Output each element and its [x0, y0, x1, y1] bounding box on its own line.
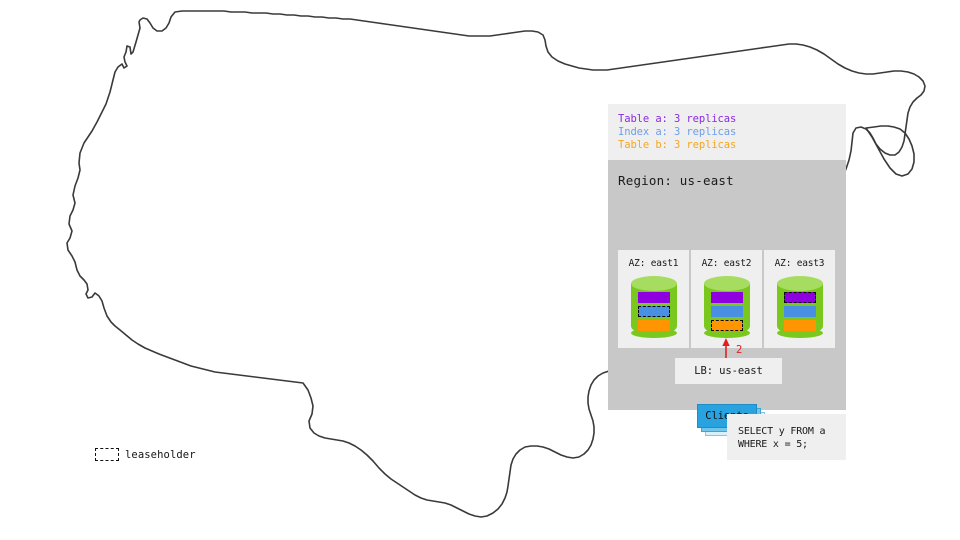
- region-title: Region: us-east: [618, 173, 734, 188]
- az-cell-east3[interactable]: AZ: east3: [764, 250, 835, 348]
- replica-band-index-a: [710, 306, 743, 317]
- replica-band-index-a: [637, 306, 670, 317]
- replica-band-table-b: [783, 320, 816, 331]
- database-cylinder-east3: [776, 276, 823, 338]
- replica-legend: Table a: 3 replicas Index a: 3 replicas …: [608, 104, 846, 160]
- replica-band-table-b: [637, 320, 670, 331]
- database-cylinder-east2: [703, 276, 750, 338]
- leaseholder-legend: leaseholder: [95, 448, 196, 461]
- az-row: AZ: east1 AZ: east2: [618, 250, 835, 348]
- leaseholder-legend-label: leaseholder: [125, 448, 196, 461]
- hop-number-label: 2: [736, 344, 743, 356]
- cylinder-top: [776, 276, 823, 291]
- az-cell-east1[interactable]: AZ: east1: [618, 250, 689, 348]
- load-balancer-label: LB: us-east: [694, 365, 763, 377]
- cylinder-bottom: [776, 328, 823, 338]
- cylinder-bottom: [703, 328, 750, 338]
- sql-query-box: SELECT y FROM a WHERE x = 5;: [727, 414, 846, 460]
- az-label-east3: AZ: east3: [774, 258, 825, 269]
- cylinder-bottom: [630, 328, 677, 338]
- legend-row-table-b: Table b: 3 replicas: [618, 139, 737, 151]
- database-cylinder-east1: [630, 276, 677, 338]
- az-label-east1: AZ: east1: [628, 258, 679, 269]
- cylinder-top: [703, 276, 750, 291]
- cylinder-top: [630, 276, 677, 291]
- legend-row-index-a: Index a: 3 replicas: [618, 126, 737, 138]
- replica-band-table-a: [637, 292, 670, 303]
- replica-band-table-a: [710, 292, 743, 303]
- replica-band-table-a: [783, 292, 816, 303]
- deployment-panel: Table a: 3 replicas Index a: 3 replicas …: [608, 104, 846, 460]
- load-balancer-box[interactable]: LB: us-east: [675, 358, 782, 384]
- replica-band-table-b: [710, 320, 743, 331]
- dashed-rectangle-icon: [95, 448, 119, 461]
- legend-row-table-a: Table a: 3 replicas: [618, 113, 737, 125]
- sql-query-line-1: SELECT y FROM a: [738, 426, 826, 437]
- us-map-florida-detail: [865, 125, 915, 177]
- sql-query-line-2: WHERE x = 5;: [738, 439, 808, 450]
- az-label-east2: AZ: east2: [701, 258, 752, 269]
- az-cell-east2[interactable]: AZ: east2: [691, 250, 762, 348]
- replica-band-index-a: [783, 306, 816, 317]
- region-block: Region: us-east AZ: east1 AZ: east2: [608, 160, 846, 436]
